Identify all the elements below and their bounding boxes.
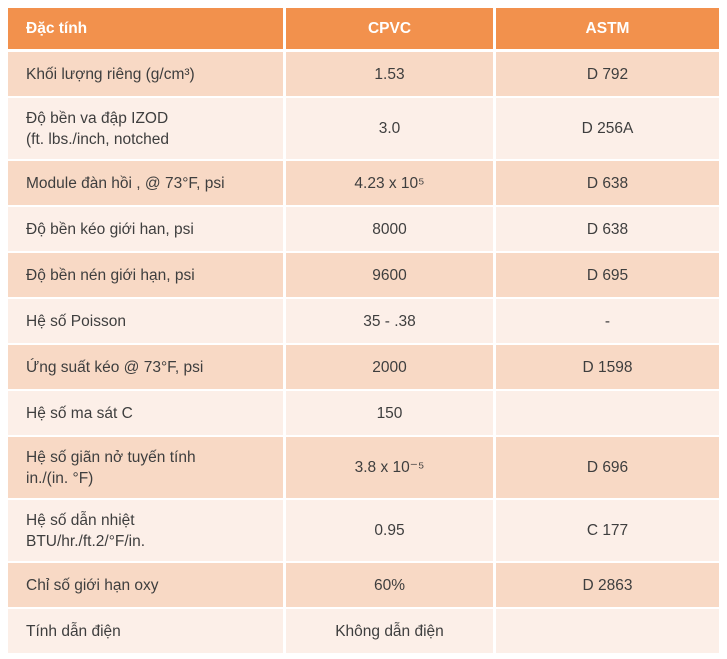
cpvc-cell: 60% [286, 563, 493, 607]
cpvc-cell: 3.0 [286, 98, 493, 159]
property-cell: Hệ số ma sát C [8, 391, 283, 435]
table-row: Hệ số giãn nở tuyến tính in./(in. °F) 3.… [8, 437, 719, 498]
astm-cell: D 1598 [496, 345, 719, 389]
property-line-2: in./(in. °F) [26, 469, 94, 487]
cpvc-cell: 2000 [286, 345, 493, 389]
astm-cell: D 696 [496, 437, 719, 498]
property-line-2: (ft. lbs./inch, notched [26, 130, 170, 148]
astm-cell: D 256A [496, 98, 719, 159]
astm-cell: D 638 [496, 207, 719, 251]
property-cell: Độ bền va đập IZOD (ft. lbs./inch, notch… [8, 98, 283, 159]
property-cell: Hệ số giãn nở tuyến tính in./(in. °F) [8, 437, 283, 498]
property-cell: Hệ số Poisson [8, 299, 283, 343]
property-label-lines: Hệ số giãn nở tuyến tính in./(in. °F) [26, 447, 196, 489]
property-cell: Chỉ số giới hạn oxy [8, 563, 283, 607]
cpvc-cell: 35 - .38 [286, 299, 493, 343]
cpvc-cell: 0.95 [286, 500, 493, 561]
astm-cell: - [496, 299, 719, 343]
cpvc-cell: 3.8 x 10⁻⁵ [286, 437, 493, 498]
material-properties-table: Đặc tính CPVC ASTM Khối lượng riêng (g/c… [8, 8, 719, 655]
table-row: Hệ số Poisson 35 - .38 - [8, 299, 719, 343]
table-header-row: Đặc tính CPVC ASTM [8, 8, 719, 49]
property-cell: Hệ số dẫn nhiệt BTU/hr./ft.2/°F/in. [8, 500, 283, 561]
table-row: Khối lượng riêng (g/cm³) 1.53 D 792 [8, 52, 719, 96]
table-row: Độ bền va đập IZOD (ft. lbs./inch, notch… [8, 98, 719, 159]
astm-cell: D 638 [496, 161, 719, 205]
column-header-astm: ASTM [496, 8, 719, 49]
cpvc-cell: 8000 [286, 207, 493, 251]
cpvc-cell: 150 [286, 391, 493, 435]
property-line-1: Hệ số dẫn nhiệt [26, 511, 135, 529]
cpvc-cell: 1.53 [286, 52, 493, 96]
property-label-lines: Độ bền va đập IZOD (ft. lbs./inch, notch… [26, 108, 169, 150]
column-header-property: Đặc tính [8, 8, 283, 49]
column-header-cpvc: CPVC [286, 8, 493, 49]
property-cell: Độ bền kéo giới han, psi [8, 207, 283, 251]
table-row: Module đàn hồi , @ 73°F, psi 4.23 x 10⁵ … [8, 161, 719, 205]
table-row: Độ bền kéo giới han, psi 8000 D 638 [8, 207, 719, 251]
table-row: Độ bền nén giới hạn, psi 9600 D 695 [8, 253, 719, 297]
cpvc-cell: Không dẫn điện [286, 609, 493, 653]
cpvc-cell: 4.23 x 10⁵ [286, 161, 493, 205]
cpvc-cell: 9600 [286, 253, 493, 297]
table-row: Hệ số ma sát C 150 [8, 391, 719, 435]
table-row: Hệ số dẫn nhiệt BTU/hr./ft.2/°F/in. 0.95… [8, 500, 719, 561]
astm-cell: D 2863 [496, 563, 719, 607]
astm-cell: D 695 [496, 253, 719, 297]
property-cell: Độ bền nén giới hạn, psi [8, 253, 283, 297]
astm-cell: D 792 [496, 52, 719, 96]
property-cell: Module đàn hồi , @ 73°F, psi [8, 161, 283, 205]
table-row: Tính dẫn điện Không dẫn điện [8, 609, 719, 653]
property-cell: Tính dẫn điện [8, 609, 283, 653]
property-label-lines: Hệ số dẫn nhiệt BTU/hr./ft.2/°F/in. [26, 510, 145, 552]
property-line-1: Độ bền va đập IZOD [26, 109, 169, 127]
property-cell: Ứng suất kéo @ 73°F, psi [8, 345, 283, 389]
property-line-1: Hệ số giãn nở tuyến tính [26, 448, 196, 466]
property-line-2: BTU/hr./ft.2/°F/in. [26, 532, 146, 550]
table-row: Chỉ số giới hạn oxy 60% D 2863 [8, 563, 719, 607]
astm-cell [496, 609, 719, 653]
property-cell: Khối lượng riêng (g/cm³) [8, 52, 283, 96]
astm-cell [496, 391, 719, 435]
table-row: Ứng suất kéo @ 73°F, psi 2000 D 1598 [8, 345, 719, 389]
astm-cell: C 177 [496, 500, 719, 561]
